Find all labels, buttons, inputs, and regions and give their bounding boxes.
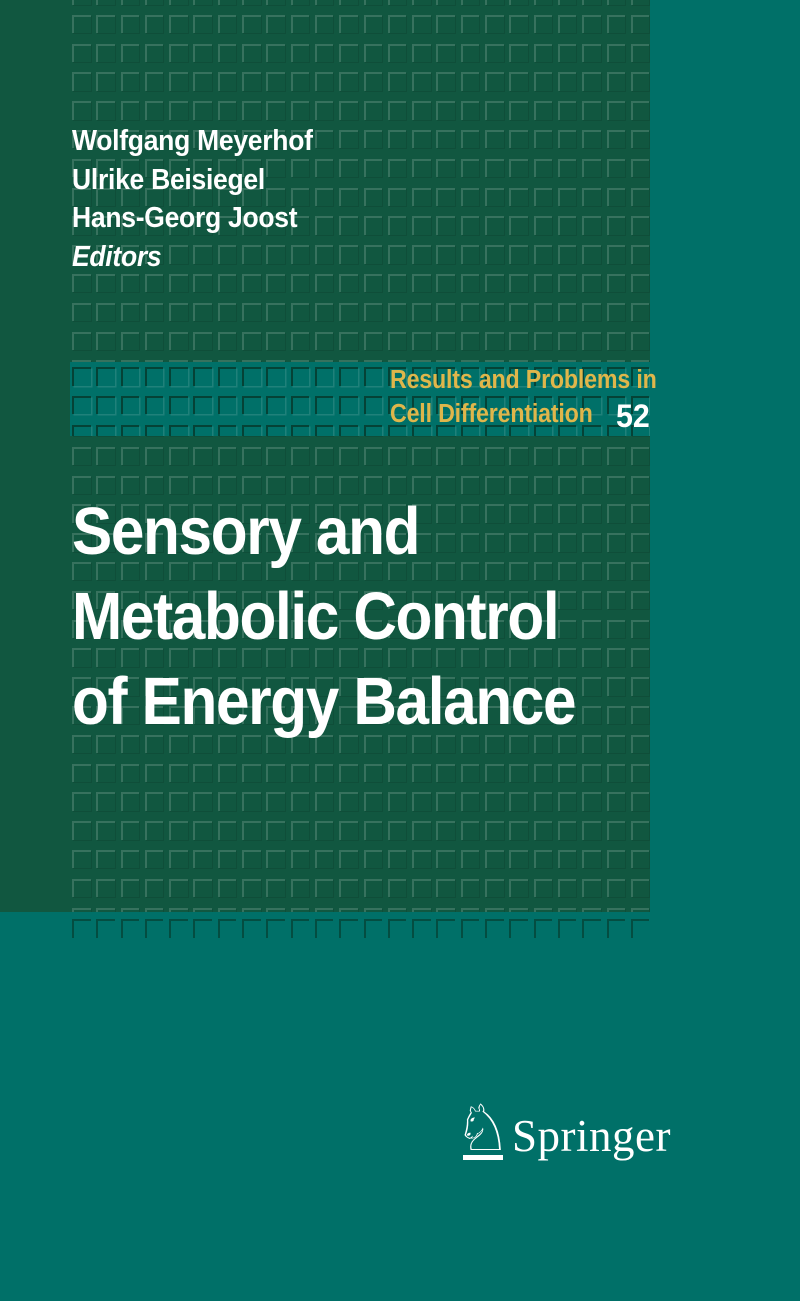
book-title-line-2: Metabolic Control: [72, 579, 560, 654]
series-title: Results and Problems in Cell Differentia…: [390, 364, 657, 431]
teal-pattern-row: [72, 919, 650, 939]
book-title-line-1: Sensory and: [72, 494, 420, 569]
book-title-line-3: of Energy Balance: [72, 664, 577, 739]
editor-name-1: Wolfgang Meyerhof: [72, 125, 313, 157]
series-volume-number: 52: [616, 398, 650, 434]
publisher-name: Springer: [512, 1111, 671, 1161]
springer-horse-icon: ♘: [454, 1092, 512, 1166]
cover-pattern-background: [0, 0, 650, 912]
editors-block: Wolfgang Meyerhof Ulrike Beisiegel Hans-…: [72, 122, 313, 276]
series-band-pattern: [72, 367, 650, 436]
editors-label: Editors: [72, 240, 162, 273]
book-title: Sensory and Metabolic Control of Energy …: [72, 489, 577, 744]
series-title-line-1: Results and Problems in: [390, 366, 657, 394]
editor-name-2: Ulrike Beisiegel: [72, 163, 265, 196]
grid-pattern: [72, 0, 650, 912]
series-title-line-2: Cell Differentiation: [390, 399, 593, 428]
springer-logo-underline: [463, 1155, 503, 1160]
editor-name-3: Hans-Georg Joost: [72, 202, 298, 235]
series-band: [70, 362, 650, 436]
